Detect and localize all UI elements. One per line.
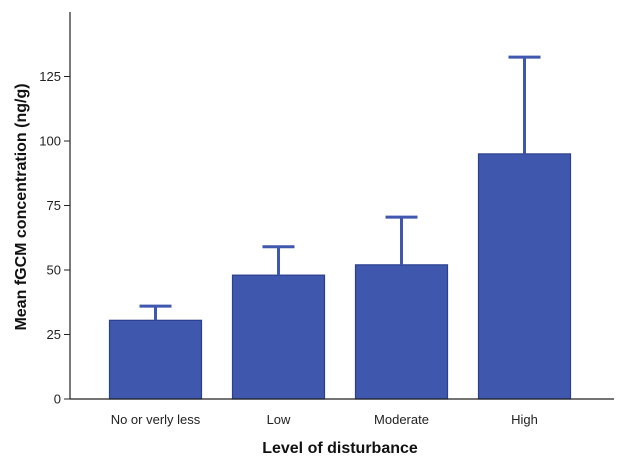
bar (477, 153, 572, 400)
x-tick-label: Moderate (374, 412, 429, 427)
y-tick-label: 25 (47, 327, 61, 342)
y-axis-title: Mean fGCM concentration (ng/g) (13, 83, 30, 330)
y-tick-label: 100 (39, 134, 61, 149)
y-tick-label: 50 (47, 263, 61, 278)
x-axis-title: Level of disturbance (262, 440, 418, 457)
y-tick-label: 125 (39, 69, 61, 84)
y-tick-label: 75 (47, 198, 61, 213)
x-tick-label: Low (267, 412, 291, 427)
plot-area: No or verly less Low Moderate High 0 25 50 75 10… (39, 12, 614, 427)
bar (354, 264, 449, 400)
bar (108, 319, 203, 400)
x-tick-label: No or verly less (111, 412, 201, 427)
bar (231, 274, 326, 400)
x-tick-label: High (511, 412, 538, 427)
y-tick-label: 0 (54, 392, 61, 407)
